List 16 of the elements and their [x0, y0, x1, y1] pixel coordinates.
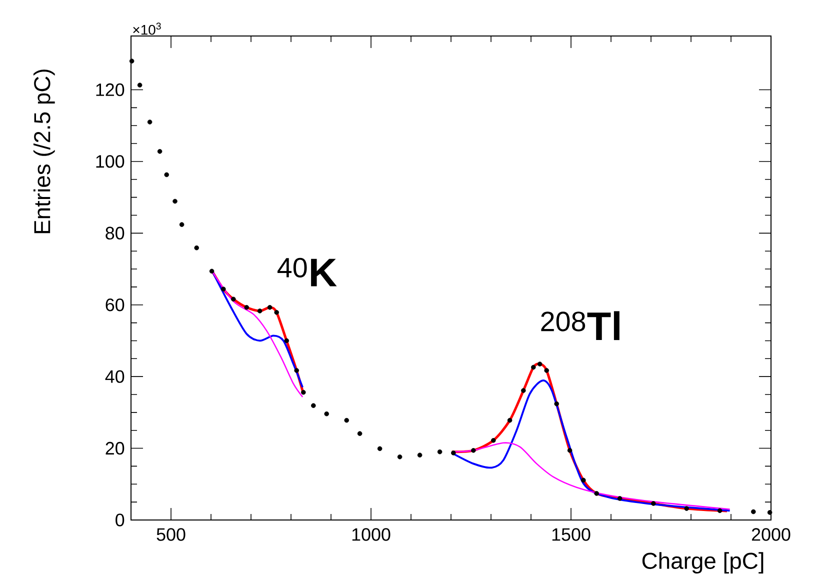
x-axis-title: Charge [pC]	[642, 552, 764, 574]
y-tick-label: 0	[116, 514, 124, 526]
y-tick-label: 120	[96, 83, 124, 96]
y-axis-title: Entries (/2.5 pC)	[33, 70, 55, 234]
y-tick-label: 100	[96, 155, 124, 168]
y-tick-label: 20	[106, 442, 124, 455]
y-tick-label: 60	[106, 298, 124, 312]
text: ×10$^{3}$	[133, 22, 161, 35]
x-tick-label: 2000	[752, 528, 790, 541]
x-tick-label: 500	[156, 528, 186, 541]
annotation: $^{40}$K	[277, 258, 337, 286]
annotation: $^{208}$Tl	[541, 311, 620, 340]
y-tick-label: 80	[106, 226, 124, 240]
x-tick-label: 1500	[552, 528, 590, 541]
x-tick-label: 1000	[352, 528, 390, 541]
y-tick-label: 40	[105, 370, 124, 383]
